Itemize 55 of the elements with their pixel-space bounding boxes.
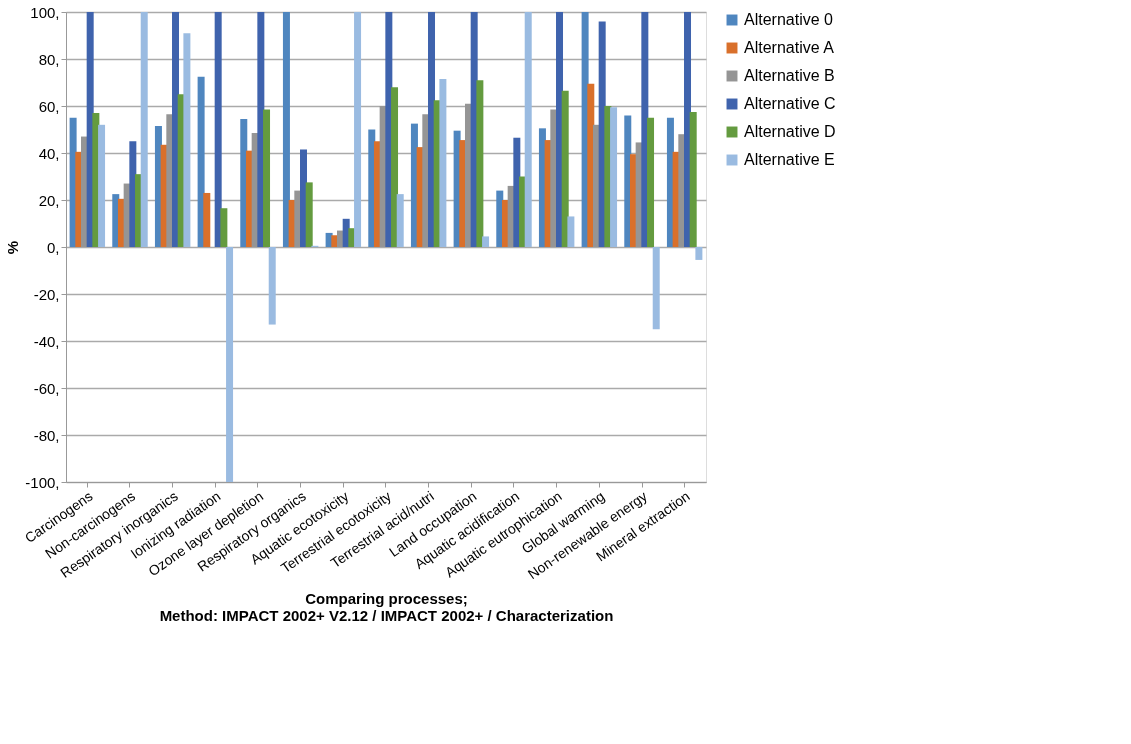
bar xyxy=(647,117,655,247)
bar xyxy=(641,12,649,247)
y-tick-label: 100, xyxy=(30,3,60,21)
y-tick-label: -100, xyxy=(25,473,60,491)
bar xyxy=(197,76,205,247)
bar xyxy=(567,216,575,247)
bar xyxy=(354,12,362,247)
y-tick-label: 20, xyxy=(38,191,60,209)
bar xyxy=(172,12,180,247)
bar xyxy=(610,107,618,247)
bar xyxy=(385,12,393,247)
y-axis-title: % xyxy=(4,240,22,255)
bar xyxy=(140,12,148,247)
bar xyxy=(513,137,521,247)
bar xyxy=(257,12,265,247)
y-tick-label: 80, xyxy=(38,50,60,68)
y-tick-label: -60, xyxy=(33,379,60,397)
bar xyxy=(428,12,436,247)
bar xyxy=(439,78,447,247)
bar xyxy=(98,124,106,247)
bar xyxy=(203,192,211,247)
bar xyxy=(391,87,399,247)
bar xyxy=(214,12,222,247)
bar xyxy=(282,12,290,247)
bar xyxy=(556,12,564,247)
y-tick-label: -80, xyxy=(33,426,60,444)
bar xyxy=(263,109,271,247)
bar xyxy=(476,80,484,247)
y-tick-label: -40, xyxy=(33,332,60,350)
legend-label: Alternative 0 xyxy=(744,11,834,28)
bar xyxy=(300,149,308,247)
bar xyxy=(396,194,404,247)
legend-label: Alternative A xyxy=(744,39,835,56)
bar xyxy=(183,33,191,247)
bar xyxy=(684,12,692,247)
bar xyxy=(652,247,660,330)
bar xyxy=(220,208,228,247)
y-tick-label: 40, xyxy=(38,144,60,162)
legend-label: Alternative C xyxy=(744,95,836,112)
bar xyxy=(305,182,313,247)
bar xyxy=(689,111,697,247)
bar xyxy=(695,247,703,260)
legend-label: Alternative B xyxy=(744,67,835,84)
bar xyxy=(482,236,490,247)
legend-label: Alternative E xyxy=(744,151,835,168)
x-axis-title: Comparing processes; Method: IMPACT 2002+ V2.12 / IMPACT 2002+ / Characterization xyxy=(159,590,614,625)
y-tick-label: 0, xyxy=(46,238,60,256)
bar xyxy=(524,12,532,247)
bar xyxy=(226,247,234,482)
y-tick-label: 60, xyxy=(38,97,60,115)
bar xyxy=(624,115,632,247)
bar xyxy=(268,247,276,325)
legend-label: Alternative D xyxy=(744,123,836,140)
bar xyxy=(561,90,569,247)
y-tick-label: -20, xyxy=(33,285,60,303)
